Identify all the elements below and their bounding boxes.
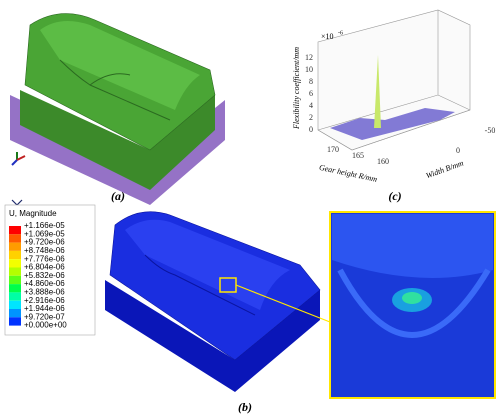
x-axis-label: Gear height R/mm — [318, 163, 378, 184]
legend-label: +1.944e-06 — [24, 304, 65, 313]
panel-label: (b) — [238, 400, 252, 414]
model-a — [10, 13, 225, 211]
legend-label: +5.832e-06 — [24, 271, 65, 280]
legend-label: +8.748e-06 — [24, 246, 65, 255]
legend-label: +3.888e-06 — [24, 288, 65, 297]
legend-label: +4.860e-06 — [24, 279, 65, 288]
surface-peak — [374, 55, 381, 128]
z-tick-label: 0 — [456, 146, 460, 155]
legend-swatch — [9, 309, 21, 318]
y-axis-label: Flexibility coefficient/mm — [292, 47, 301, 130]
legend-swatch — [9, 317, 21, 326]
legend-swatch — [9, 292, 21, 301]
z-axis-label: Width B/mm — [425, 158, 465, 180]
axis-exponent: -6 — [338, 30, 343, 36]
y-tick-label: 8 — [309, 77, 313, 86]
legend-swatch — [9, 300, 21, 309]
legend-swatch — [9, 250, 21, 260]
legend-swatch — [9, 234, 21, 243]
panel-label: (c) — [388, 189, 401, 203]
z-tick-label: -50 — [485, 126, 496, 135]
y-tick-label: 6 — [309, 89, 313, 98]
legend-swatch — [9, 226, 21, 235]
x-tick-label: 160 — [377, 157, 389, 166]
y-tick-label: 12 — [305, 53, 313, 62]
legend-swatch — [9, 275, 21, 285]
legend-label: +6.804e-06 — [24, 263, 65, 272]
legend-swatch — [9, 267, 21, 276]
legend-label: +9.720e-06 — [24, 238, 65, 247]
legend-title: U, Magnitude — [9, 209, 57, 218]
y-tick-label: 0 — [309, 125, 313, 134]
zoom-view — [329, 211, 496, 399]
legend-swatch — [9, 242, 21, 251]
model-b — [105, 211, 331, 392]
legend-label: +2.916e-06 — [24, 296, 65, 305]
y-tick-label: 4 — [309, 101, 313, 110]
legend-label: +9.720e-07 — [24, 312, 65, 321]
legend-label: +1.069e-05 — [24, 229, 65, 238]
y-tick-label: 10 — [305, 65, 313, 74]
legend-label: +1.166e-05 — [24, 221, 65, 230]
surface — [330, 108, 455, 140]
legend-swatch — [9, 284, 21, 293]
panel-label: (a) — [111, 189, 125, 203]
legend-swatch — [9, 259, 21, 268]
y-tick-label: 2 — [309, 113, 313, 122]
axis-multiplier: ×10 — [321, 32, 334, 41]
x-tick-label: 165 — [352, 151, 364, 160]
legend-label: +0.000e+00 — [24, 321, 67, 330]
x-tick-label: 170 — [327, 145, 339, 154]
legend-label: +7.776e-06 — [24, 254, 65, 263]
